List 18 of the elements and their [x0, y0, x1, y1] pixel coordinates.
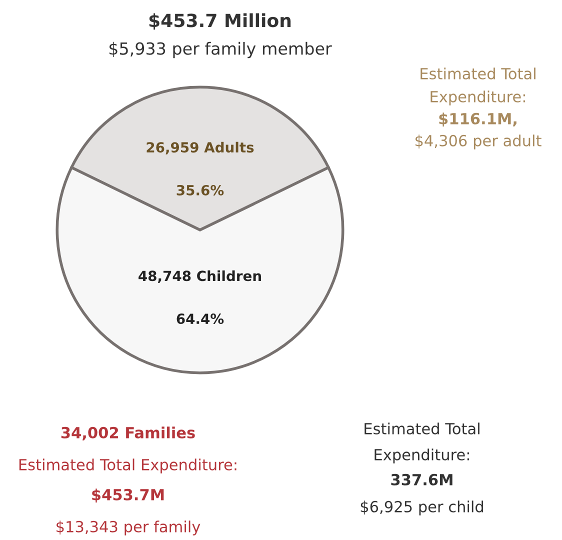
slice-label: 48,748 Children [138, 270, 261, 283]
text: $116.1M, [439, 112, 516, 126]
data-label: 64.4% [176, 314, 224, 324]
text: $5,933 per family member [110, 42, 332, 58]
text: $453.7M [92, 488, 164, 502]
text: $13,343 per family [56, 520, 200, 536]
slice-label: 26,959 Adults [146, 142, 254, 154]
text: 337.6M [391, 474, 452, 486]
text: $453.7 Million [149, 13, 291, 30]
text: Estimated Total [364, 422, 480, 434]
text: $6,925 per child [360, 500, 484, 516]
text: Estimated Total [420, 68, 536, 80]
data-label: 35.6% [176, 184, 224, 196]
text: Expenditure: [374, 448, 469, 464]
text: $4,306 per adult [416, 134, 542, 150]
text: Expenditure: [430, 90, 525, 106]
text: 34,002 Families [61, 426, 195, 440]
text: Estimated Total Expenditure: [19, 458, 236, 474]
